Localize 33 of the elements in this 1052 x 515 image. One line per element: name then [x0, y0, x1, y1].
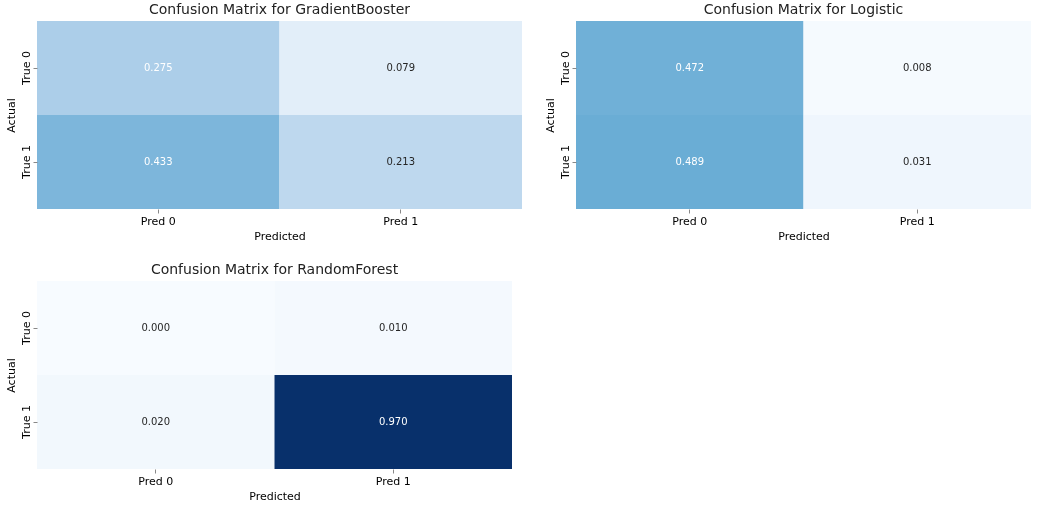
- data-label: 0.008: [902, 62, 932, 73]
- x-tick-label: Pred 1: [375, 474, 411, 488]
- y-tick-label: True 1: [19, 405, 33, 440]
- y-tick-label: True 1: [558, 145, 572, 180]
- x-tick-label: Pred 1: [383, 214, 419, 228]
- data-label: 0.031: [902, 156, 932, 167]
- y-axis-title: Actual: [4, 358, 18, 393]
- chart-title: Confusion Matrix for Logistic: [703, 1, 904, 17]
- data-label: 0.970: [378, 416, 408, 427]
- x-axis-title: Predicted: [778, 229, 830, 243]
- data-label: 0.000: [141, 322, 171, 333]
- chart-title: Confusion Matrix for GradientBooster: [148, 1, 411, 17]
- y-tick-label: True 1: [19, 145, 33, 180]
- data-label: 0.275: [143, 62, 173, 73]
- x-tick-label: Pred 0: [672, 214, 708, 228]
- data-label: 0.433: [143, 156, 173, 167]
- y-tick-label: True 0: [19, 51, 33, 86]
- data-label: 0.010: [378, 322, 408, 333]
- data-label: 0.472: [675, 62, 705, 73]
- data-label: 0.489: [675, 156, 705, 167]
- chart-title: Confusion Matrix for RandomForest: [150, 261, 399, 277]
- x-tick-label: Pred 0: [138, 474, 174, 488]
- y-tick-label: True 0: [19, 311, 33, 346]
- y-axis-title: Actual: [543, 98, 557, 133]
- data-label: 0.213: [386, 156, 416, 167]
- x-tick-label: Pred 1: [899, 214, 935, 228]
- y-axis-title: Actual: [4, 98, 18, 133]
- x-axis-title: Predicted: [249, 489, 301, 503]
- x-axis-title: Predicted: [254, 229, 306, 243]
- data-label: 0.020: [141, 416, 171, 427]
- data-label: 0.079: [386, 62, 416, 73]
- y-tick-label: True 0: [558, 51, 572, 86]
- x-tick-label: Pred 0: [140, 214, 176, 228]
